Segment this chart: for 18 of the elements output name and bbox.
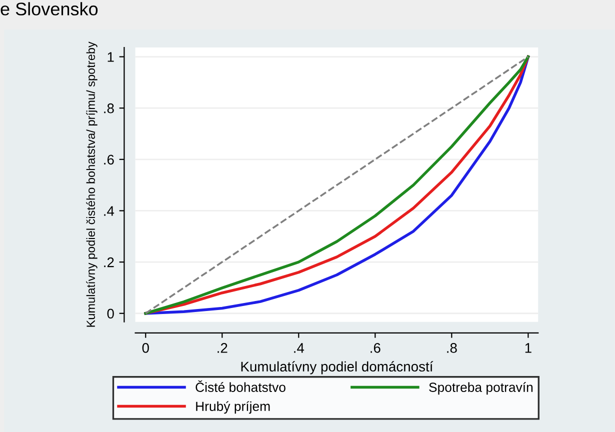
x-tick-label: .4 [294,343,304,353]
legend-label: Čisté bohatstvo [196,380,286,392]
y-tick-label: 0 [107,308,114,319]
x-tick-label: 1 [525,343,532,353]
y-tick-label: .8 [104,103,114,114]
legend-label: Hrubý príjem [196,401,270,414]
y-tick-label: .6 [104,154,114,165]
y-tick-label: .4 [104,206,114,216]
x-axis-title: Kumulatívny podiel domácností [241,361,434,374]
x-tick-label: .8 [447,343,457,353]
chart-title: e Slovensko [0,2,98,16]
x-tick-label: 0 [142,343,149,353]
y-tick-label: 1 [108,52,114,62]
y-tick-label: .2 [104,257,114,268]
y-axis-title: Kumulatívny podiel čistého bohatstva/ príjmu/ spotreby [86,42,98,327]
x-tick-label: .6 [370,343,380,353]
legend-label: Spotreba potravín [429,382,533,395]
x-tick-label: .2 [218,343,228,353]
